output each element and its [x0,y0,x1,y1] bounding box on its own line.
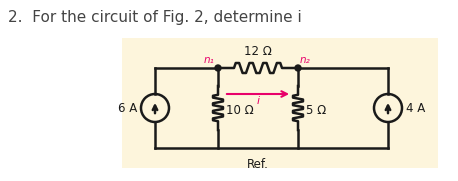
Text: Ref.: Ref. [247,158,269,171]
Text: 10 Ω: 10 Ω [226,104,254,117]
Text: 12 Ω: 12 Ω [244,45,272,58]
Text: n₂: n₂ [300,55,311,65]
Text: 5 Ω: 5 Ω [306,104,326,117]
Text: 4 A: 4 A [406,102,425,115]
Text: n₁: n₁ [203,55,214,65]
Circle shape [215,65,221,71]
Text: i: i [256,96,260,106]
Text: 6 A: 6 A [118,102,137,115]
Circle shape [295,65,301,71]
Bar [122,38,438,168]
Text: 2.  For the circuit of Fig. 2, determine i: 2. For the circuit of Fig. 2, determine … [8,10,302,25]
